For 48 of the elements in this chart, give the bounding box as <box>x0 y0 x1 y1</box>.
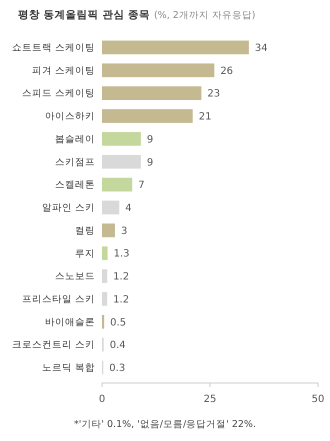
y-tick-label: 바이애슬론 <box>45 316 95 328</box>
data-label: 0.4 <box>110 340 126 352</box>
y-tick-label: 루지 <box>75 248 95 260</box>
bar <box>102 246 108 260</box>
y-tick-label: 스켈레톤 <box>55 180 95 191</box>
bar <box>102 200 120 214</box>
y-tick-label: 아이스하키 <box>45 111 95 122</box>
data-label: 7 <box>138 180 145 192</box>
text: *'기타' 0.1%, '없음/모름/응답거절' 22%. <box>74 419 256 430</box>
y-tick-label: 컬링 <box>75 225 95 236</box>
y-tick-label: 봅슬레이 <box>55 134 95 145</box>
y-tick-label: 스피드 스케이팅 <box>22 88 95 100</box>
data-label: 4 <box>125 203 132 214</box>
y-tick-label: 알파인 스키 <box>42 202 95 214</box>
y-tick-label: 쇼트트랙 스케이팅 <box>12 42 95 54</box>
data-label: 1.3 <box>114 248 130 260</box>
y-tick-label: 스키점프 <box>55 156 95 168</box>
bar <box>102 86 202 100</box>
bar <box>102 109 193 123</box>
y-tick-label: 피겨 스케이팅 <box>32 65 95 76</box>
y-tick-label: 크로스컨트리 스키 <box>12 340 95 351</box>
data-label: 9 <box>146 157 154 168</box>
data-label: 34 <box>254 42 268 54</box>
data-label: 9 <box>146 134 154 146</box>
bar <box>102 63 214 78</box>
bar <box>102 40 249 54</box>
data-label: 21 <box>198 112 212 123</box>
bar <box>102 269 108 283</box>
y-tick-label: 스노보드 <box>55 271 95 282</box>
y-tick-label: 프리스타일 스키 <box>22 294 95 306</box>
data-label: 3 <box>120 226 128 237</box>
chart-title: 평창 동계올림픽 관심 종목 <box>18 9 150 21</box>
data-label: 26 <box>220 66 234 77</box>
chart-subtitle: (%, 2개까지 자유응답) <box>154 10 256 21</box>
x-tick-label: 50 <box>312 394 324 405</box>
y-tick-label: 노르딕 복합 <box>42 362 95 374</box>
bar <box>102 292 108 306</box>
x-tick-label: 0 <box>98 394 106 405</box>
bar <box>102 224 115 238</box>
data-label: 23 <box>207 88 220 100</box>
data-label: 1.2 <box>113 294 130 306</box>
x-tick-label: 25 <box>204 394 216 405</box>
data-label: 0.5 <box>110 317 126 328</box>
data-label: 0.3 <box>109 363 126 374</box>
bar <box>102 154 141 169</box>
data-label: 1.2 <box>113 272 130 283</box>
bar <box>102 132 141 146</box>
bar <box>102 178 132 192</box>
